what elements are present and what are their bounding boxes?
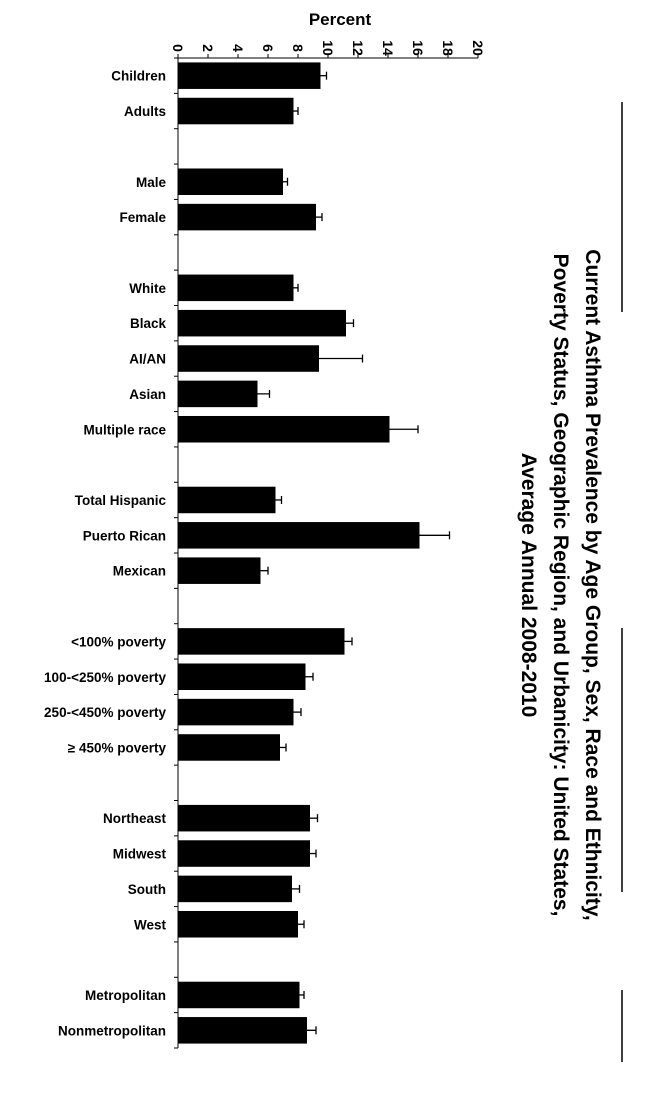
- bar: [178, 804, 310, 832]
- value-tick-label: 12: [350, 40, 366, 56]
- bar: [178, 168, 283, 196]
- category-label: 250-<450% poverty: [44, 705, 166, 720]
- plot-area: 0 2 4 6 8 10 12 14 16 18 20 Children Adults Male Femal…: [44, 40, 486, 1049]
- category-label: Metropolitan: [85, 988, 166, 1003]
- bar: [178, 97, 294, 125]
- category-label: Black: [130, 316, 167, 331]
- chart-title: Current Asthma Prevalence by Age Group, …: [517, 249, 604, 920]
- category-label: ≥ 450% poverty: [68, 740, 167, 755]
- value-tick-label: 16: [410, 40, 426, 56]
- category-label: AI/AN: [129, 352, 166, 367]
- bar: [178, 1017, 307, 1044]
- chart-title-line-2: Poverty Status, Geographic Region, and U…: [549, 254, 572, 917]
- bar: [178, 628, 345, 655]
- bar: [178, 274, 294, 302]
- value-tick-label: 18: [440, 40, 456, 56]
- value-tick-label: 6: [260, 44, 276, 52]
- bar: [178, 875, 292, 903]
- category-label: West: [134, 917, 167, 932]
- bar: [178, 663, 306, 691]
- value-tick-label: 10: [320, 40, 336, 56]
- value-tick-label: 20: [470, 40, 486, 56]
- bar: [178, 522, 420, 549]
- bar: [178, 486, 276, 514]
- value-tick-label: 0: [170, 44, 186, 52]
- chart-title-line-3: Average Annual 2008-2010: [517, 453, 540, 718]
- bar: [178, 698, 294, 726]
- bar: [178, 309, 346, 337]
- bar: [178, 380, 258, 408]
- chart-title-line-1: Current Asthma Prevalence by Age Group, …: [581, 249, 604, 920]
- category-label: Male: [136, 175, 167, 190]
- category-label: Mexican: [113, 564, 166, 579]
- bar: [178, 415, 390, 443]
- value-tick-label: 2: [200, 44, 216, 52]
- bar: [178, 734, 280, 761]
- category-label: Puerto Rican: [83, 528, 166, 543]
- category-label: Female: [119, 210, 166, 225]
- category-label: South: [128, 882, 166, 897]
- axis-title: Percent: [309, 10, 372, 29]
- category-label: White: [129, 281, 166, 296]
- category-label: 100-<250% poverty: [44, 670, 166, 685]
- category-label: Midwest: [113, 847, 167, 862]
- category-label: Adults: [124, 104, 166, 119]
- value-tick-label: 4: [230, 44, 246, 52]
- category-label: Children: [111, 69, 166, 84]
- bar: [178, 62, 321, 89]
- bar: [178, 557, 261, 584]
- category-label: Total Hispanic: [75, 493, 167, 508]
- bar: [178, 840, 310, 867]
- category-label: Nonmetropolitan: [58, 1023, 166, 1038]
- category-label: Multiple race: [83, 422, 166, 437]
- category-label: Northeast: [103, 811, 167, 826]
- category-label: <100% poverty: [71, 634, 166, 649]
- bar: [178, 910, 298, 938]
- category-label: Asian: [129, 387, 166, 402]
- bar: [178, 203, 316, 231]
- value-tick-label: 8: [290, 44, 306, 52]
- value-tick-label: 14: [380, 40, 396, 56]
- bar: [178, 981, 300, 1009]
